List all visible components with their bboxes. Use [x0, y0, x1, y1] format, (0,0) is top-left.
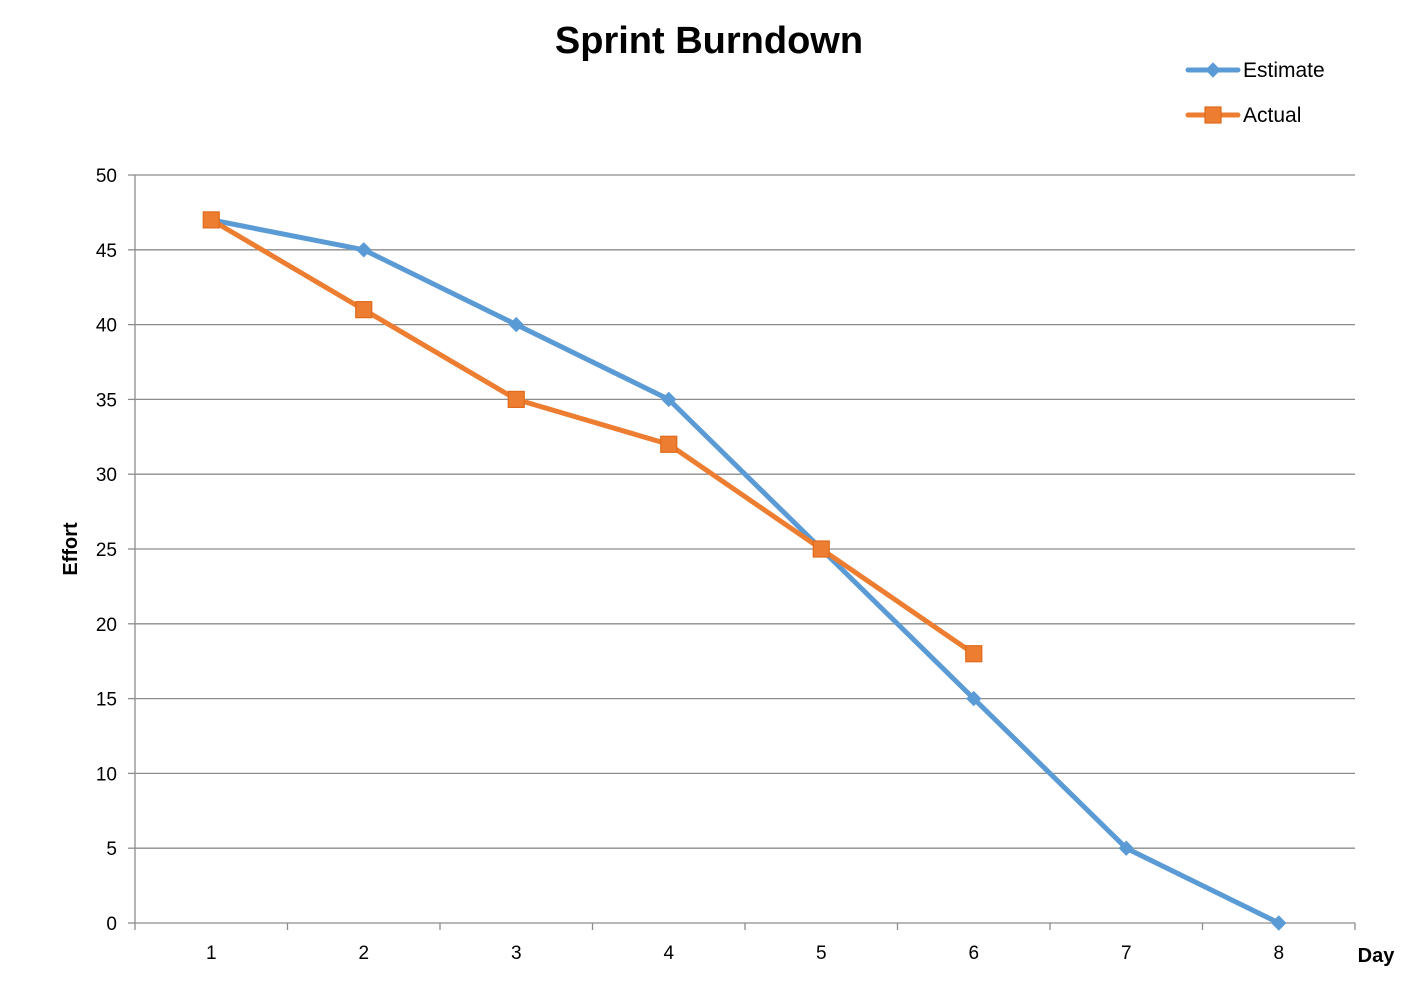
x-tick-label: 1 — [206, 943, 217, 964]
y-tick-label: 0 — [106, 914, 117, 935]
data-point-estimate — [966, 690, 982, 707]
data-point-estimate — [1118, 840, 1134, 856]
x-tick-label: 7 — [1121, 943, 1132, 964]
x-tick-label: 3 — [511, 943, 522, 964]
legend-item-estimate: Estimate — [1185, 59, 1325, 82]
series-layer — [202, 211, 1287, 931]
data-point-estimate — [661, 391, 677, 408]
y-tick-label: 5 — [106, 839, 117, 860]
x-tick-label: 5 — [816, 943, 827, 964]
data-point-estimate — [508, 316, 524, 333]
series-estimate — [203, 212, 1287, 931]
y-tick-labels: 0 5 10 15 20 25 30 35 40 45 50 — [96, 166, 117, 935]
data-point-actual — [507, 390, 525, 408]
data-point-actual — [202, 211, 220, 229]
series-line-estimate — [208, 217, 1282, 926]
legend-swatch-marker — [1205, 62, 1221, 78]
data-point-estimate — [1271, 915, 1287, 931]
x-tick-labels: 1 2 3 4 5 6 7 8 — [206, 943, 1284, 964]
y-tick-label: 15 — [96, 690, 117, 711]
x-tick-label: 6 — [968, 943, 979, 964]
y-tick-label: 30 — [96, 465, 117, 486]
y-tick-label: 25 — [96, 540, 117, 561]
legend: Estimate Actual — [1185, 59, 1325, 127]
y-axis-title: Effort — [60, 522, 82, 576]
data-point-actual — [812, 540, 830, 558]
y-tick-label: 40 — [96, 316, 117, 337]
y-tick-label: 45 — [96, 241, 117, 262]
data-point-actual — [965, 645, 983, 663]
data-point-actual — [355, 301, 373, 319]
gridlines — [135, 174, 1355, 849]
legend-label: Actual — [1243, 104, 1301, 127]
y-tick-label: 20 — [96, 615, 117, 636]
legend-swatch-marker — [1204, 106, 1222, 124]
y-tick-label: 10 — [96, 764, 117, 785]
y-tick-label: 35 — [96, 390, 117, 411]
data-point-estimate — [356, 242, 372, 258]
chart-title: Sprint Burndown — [555, 20, 863, 62]
x-tick-label: 8 — [1273, 943, 1284, 964]
series-actual — [202, 211, 983, 663]
series-line-actual — [208, 217, 977, 657]
x-tick-label: 4 — [663, 943, 674, 964]
x-tick-label: 2 — [358, 943, 369, 964]
y-tick-label: 50 — [96, 166, 117, 187]
legend-item-actual: Actual — [1185, 104, 1301, 127]
axes — [128, 174, 1356, 930]
data-point-actual — [660, 435, 678, 453]
legend-label: Estimate — [1243, 59, 1325, 82]
x-axis-title: Day — [1358, 945, 1396, 967]
